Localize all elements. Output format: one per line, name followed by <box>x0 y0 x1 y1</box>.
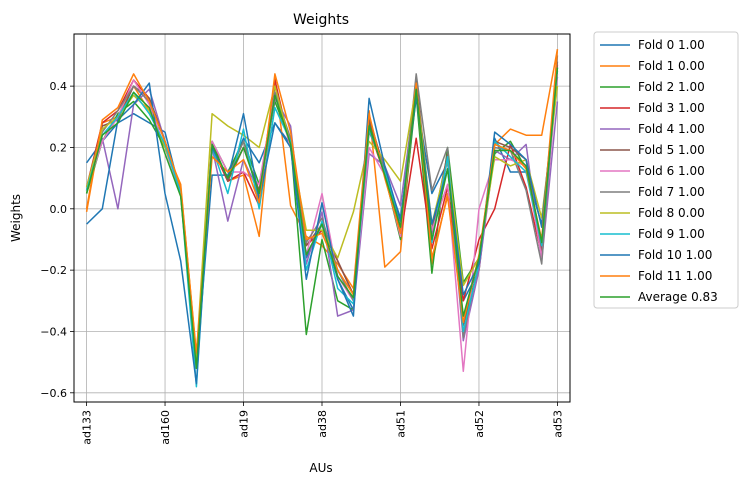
x-tick-label: ad38 <box>316 410 329 438</box>
legend-items: Fold 0 1.00 Fold 1 0.00 Fold 2 1.00 Fold 3 … <box>600 38 718 304</box>
legend-label-5: Fold 5 1.00 <box>638 143 705 157</box>
x-tick-label: ad52 <box>473 410 486 438</box>
legend-label-3: Fold 3 1.00 <box>638 101 705 115</box>
y-tick-label: 0.4 <box>50 80 68 93</box>
chart-title: Weights <box>293 12 349 28</box>
legend-box <box>593 31 739 309</box>
legend-label-0: Fold 0 1.00 <box>638 38 705 52</box>
legend-label-11: Fold 11 1.00 <box>638 269 712 283</box>
y-axis-ticks: −0.6 −0.4 −0.2 0.0 0.2 0.4 <box>40 80 74 400</box>
x-tick-label: ad133 <box>81 410 94 445</box>
legend-label-6: Fold 6 1.00 <box>638 164 705 178</box>
y-axis-label: Weights <box>9 194 23 242</box>
y-tick-label: 0.0 <box>50 203 68 216</box>
x-tick-label: ad53 <box>551 410 564 438</box>
legend-label-4: Fold 4 1.00 <box>638 122 705 136</box>
y-tick-label: −0.6 <box>40 387 67 400</box>
legend-label-9: Fold 9 1.00 <box>638 227 705 241</box>
y-tick-label: −0.2 <box>40 264 67 277</box>
series-line-12 <box>85 67 559 370</box>
x-tick-label: ad160 <box>159 410 172 445</box>
series-line-10 <box>86 67 559 385</box>
legend-label-2: Fold 2 1.00 <box>638 80 705 94</box>
x-axis-label: AUs <box>309 461 332 475</box>
legend: Fold 0 1.00 Fold 1 0.00 Fold 2 1.00 Fold 3 … <box>593 31 739 309</box>
x-axis-ticks: ad133 ad160 ad19 ad38 ad51 ad52 ad53 <box>81 402 564 445</box>
legend-label-10: Fold 10 1.00 <box>638 248 712 262</box>
grid-lines <box>74 34 570 402</box>
y-tick-label: −0.4 <box>40 325 67 338</box>
legend-label-8: Fold 8 0.00 <box>638 206 705 220</box>
x-tick-label: ad51 <box>394 410 407 438</box>
y-tick-label: 0.2 <box>50 141 68 154</box>
series-lines <box>85 49 559 388</box>
legend-label-12: Average 0.83 <box>638 290 718 304</box>
x-tick-label: ad19 <box>238 410 251 438</box>
legend-label-7: Fold 7 1.00 <box>638 185 705 199</box>
legend-label-1: Fold 1 0.00 <box>638 59 705 73</box>
